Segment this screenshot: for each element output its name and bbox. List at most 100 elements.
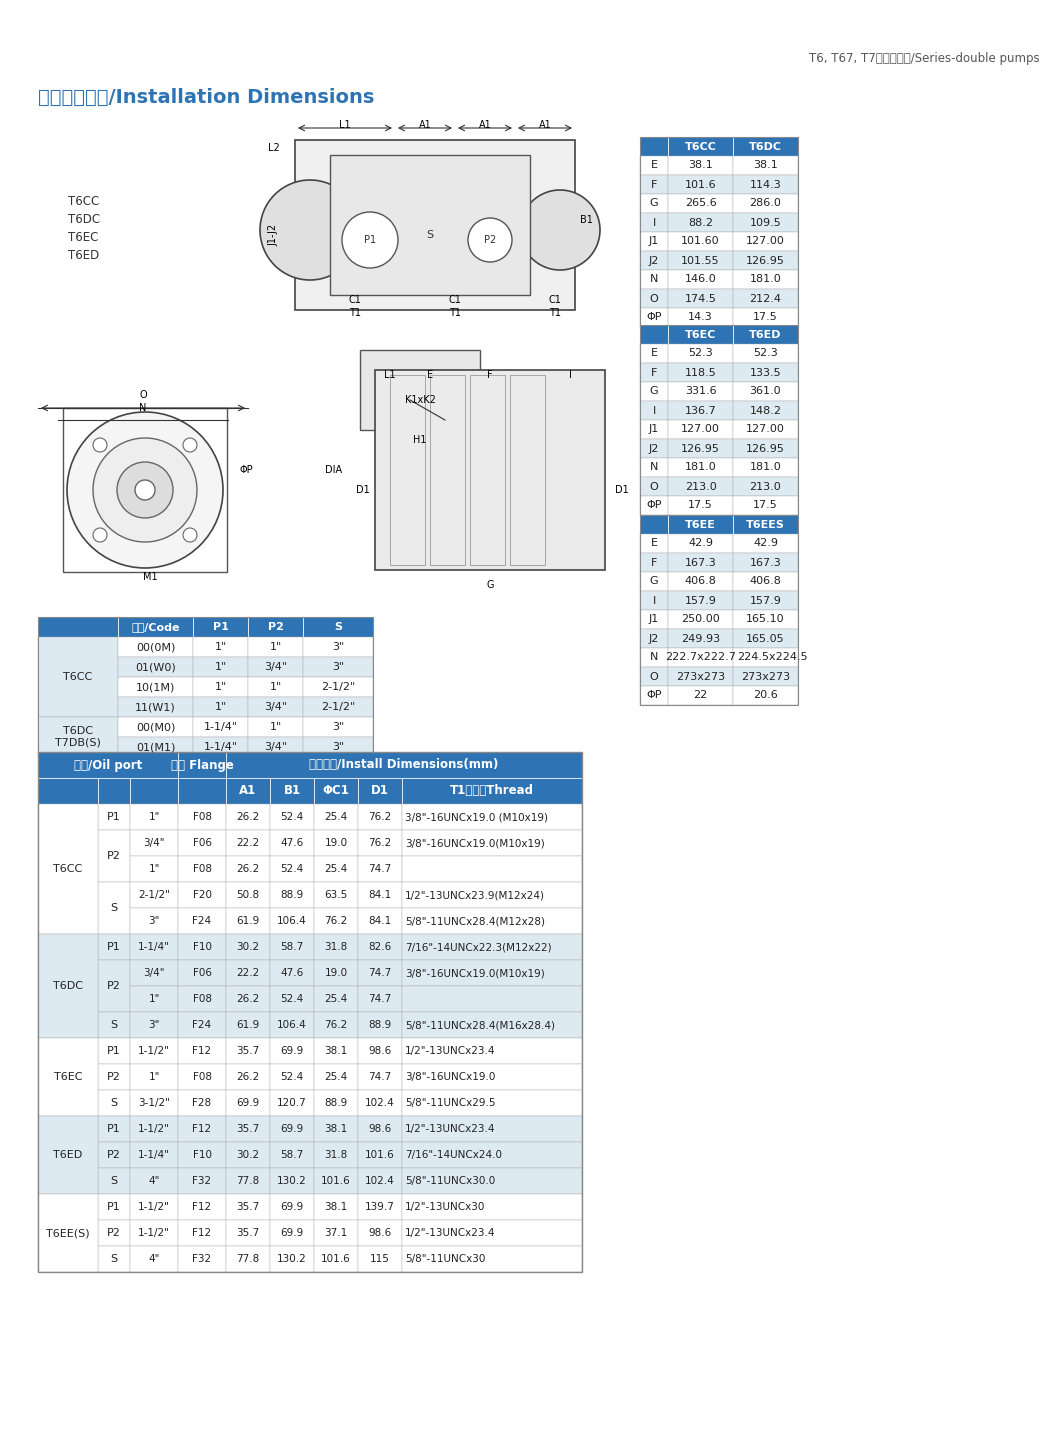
Bar	[668, 175, 734, 194]
Text: B1: B1	[283, 785, 301, 798]
Text: 101.55: 101.55	[682, 256, 720, 266]
Text: 17.5: 17.5	[753, 312, 778, 322]
Text: T6DC
T7DB(S): T6DC T7DB(S)	[55, 726, 101, 748]
Text: 4": 4"	[148, 1254, 160, 1264]
Text: 265.6: 265.6	[685, 198, 717, 209]
Text: N: N	[139, 403, 146, 413]
Bar	[734, 137, 798, 155]
Text: 213.0: 213.0	[749, 482, 781, 492]
Text: 38.1: 38.1	[753, 161, 778, 171]
Bar	[734, 325, 798, 344]
Text: 3/8"-16UNCx19.0: 3/8"-16UNCx19.0	[405, 1071, 495, 1081]
Bar	[178, 881, 226, 907]
Text: 106.4: 106.4	[277, 1020, 307, 1030]
Bar	[63, 408, 227, 572]
Text: S: S	[334, 623, 342, 631]
Text: 130.2: 130.2	[277, 1254, 307, 1264]
Circle shape	[67, 413, 223, 568]
Text: 1": 1"	[148, 864, 160, 874]
Bar	[314, 1142, 358, 1168]
Text: F: F	[651, 368, 657, 378]
Text: G: G	[650, 577, 658, 587]
Text: F08: F08	[193, 994, 212, 1004]
Text: 22.2: 22.2	[236, 838, 260, 848]
Bar	[668, 496, 734, 515]
Bar	[640, 420, 668, 439]
Text: S: S	[110, 1020, 118, 1030]
Bar	[178, 1142, 226, 1168]
Bar	[640, 686, 668, 705]
Bar	[358, 856, 402, 881]
Text: D1: D1	[371, 785, 389, 798]
Text: 3/8"-16UNCx19.0 (M10x19): 3/8"-16UNCx19.0 (M10x19)	[405, 812, 548, 823]
Bar	[314, 961, 358, 986]
Text: 5/8"-11UNCx28.4(M16x28.4): 5/8"-11UNCx28.4(M16x28.4)	[405, 1020, 555, 1030]
Text: 157.9: 157.9	[685, 595, 717, 605]
Bar	[640, 591, 668, 610]
Text: 17.5: 17.5	[688, 500, 713, 510]
Text: 102.4: 102.4	[365, 1176, 395, 1186]
Text: 3": 3"	[332, 742, 344, 752]
Text: T1: T1	[549, 308, 561, 318]
Bar	[303, 617, 373, 637]
Bar	[734, 362, 798, 383]
Bar	[734, 591, 798, 610]
Text: D1: D1	[356, 485, 370, 495]
Bar	[226, 1168, 270, 1194]
Text: G: G	[487, 580, 494, 590]
Bar	[38, 752, 582, 1273]
Text: 油口/Oil port: 油口/Oil port	[74, 758, 142, 772]
Bar	[668, 610, 734, 628]
Bar	[38, 1116, 98, 1194]
Text: 212.4: 212.4	[749, 293, 781, 303]
Text: 25.4: 25.4	[324, 994, 348, 1004]
Text: 181.0: 181.0	[749, 275, 781, 285]
Text: 1-1/2": 1-1/2"	[138, 1045, 170, 1055]
Text: 101.6: 101.6	[365, 1150, 395, 1160]
Text: 101.60: 101.60	[682, 236, 720, 246]
Text: T1: T1	[449, 308, 461, 318]
Bar	[98, 961, 130, 1012]
Bar	[668, 213, 734, 232]
Text: ΦC1: ΦC1	[322, 785, 350, 798]
Circle shape	[93, 439, 197, 542]
Text: A1: A1	[419, 119, 431, 129]
Bar	[640, 194, 668, 213]
Bar	[270, 1116, 314, 1142]
Text: 273x273: 273x273	[676, 672, 725, 682]
Bar	[734, 401, 798, 420]
Text: 1": 1"	[148, 994, 160, 1004]
Text: 26.2: 26.2	[236, 812, 260, 823]
Bar	[226, 752, 582, 778]
Text: 3/8"-16UNCx19.0(M10x19): 3/8"-16UNCx19.0(M10x19)	[405, 968, 545, 978]
Text: 139.7: 139.7	[365, 1202, 395, 1212]
Text: C1: C1	[448, 295, 461, 305]
Bar	[358, 1194, 402, 1219]
Text: 331.6: 331.6	[685, 387, 717, 397]
Bar	[640, 649, 668, 667]
Text: 286.0: 286.0	[749, 198, 781, 209]
Bar	[314, 1064, 358, 1090]
Bar	[640, 515, 668, 533]
Bar	[734, 175, 798, 194]
Bar	[178, 907, 226, 935]
Text: N: N	[650, 463, 658, 473]
Text: T6EC: T6EC	[54, 1071, 83, 1081]
Bar	[226, 1012, 270, 1038]
Text: F08: F08	[193, 812, 212, 823]
Text: J2: J2	[649, 443, 659, 453]
Bar	[270, 804, 314, 830]
Text: B1: B1	[580, 216, 593, 224]
Text: 101.6: 101.6	[685, 180, 717, 190]
Text: 115: 115	[370, 1254, 390, 1264]
Text: 2-1/2": 2-1/2"	[138, 890, 170, 900]
Bar	[270, 830, 314, 856]
Text: 1": 1"	[214, 641, 227, 651]
Bar	[270, 1064, 314, 1090]
Bar	[270, 881, 314, 907]
Text: T6ED: T6ED	[53, 1150, 83, 1160]
Text: P1: P1	[364, 234, 376, 244]
Bar	[314, 1038, 358, 1064]
Bar	[178, 778, 226, 804]
Text: T6CC: T6CC	[53, 864, 83, 874]
